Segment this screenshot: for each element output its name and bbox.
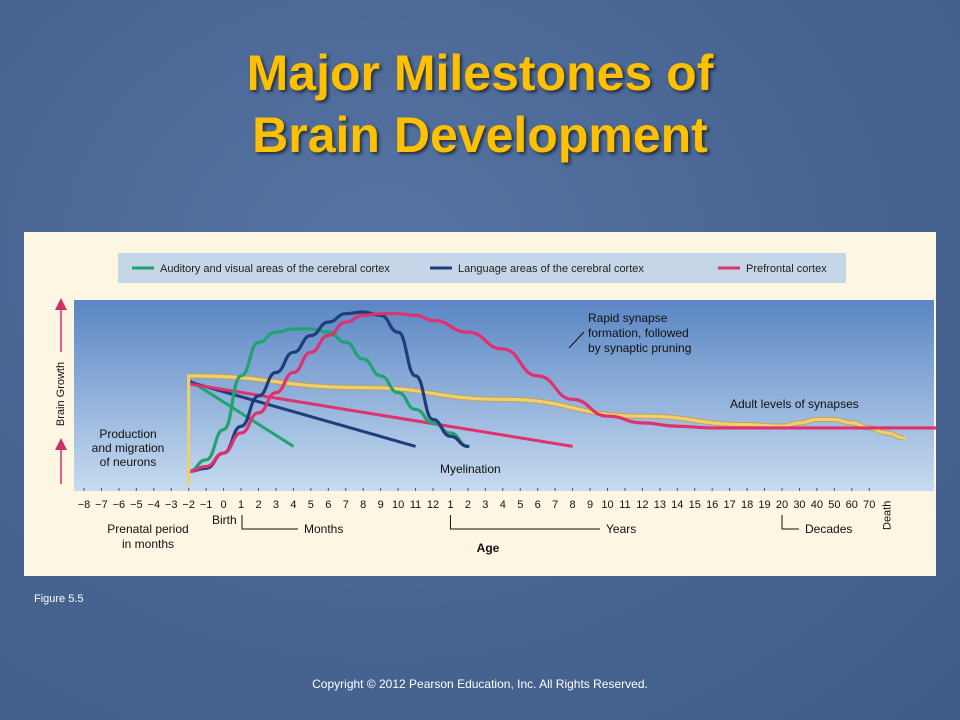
annotation-production-line-3: of neurons (100, 455, 157, 469)
x-tick-label: 16 (706, 499, 718, 511)
birth-label: Birth (212, 513, 237, 527)
series-layer (187, 310, 936, 486)
years-bracket (449, 515, 600, 530)
slide-title: Major Milestones of Brain Development (0, 42, 960, 166)
x-tick-label: 13 (654, 499, 666, 511)
decades-label: Decades (805, 522, 852, 536)
annotation-production-line-1: Production (99, 427, 156, 441)
x-tick-label: 60 (846, 499, 858, 511)
neuron-production-line-1 (187, 378, 295, 448)
x-tick-label: 7 (343, 499, 349, 511)
x-axis-title: Age (477, 541, 500, 555)
x-tick-label: 50 (828, 499, 840, 511)
prenatal-label-line-2: in months (122, 537, 174, 551)
x-tick-label: 10 (392, 499, 404, 511)
x-tick-label: −5 (130, 499, 143, 511)
x-tick-label: 4 (290, 499, 296, 511)
x-tick-label: −3 (165, 499, 178, 511)
annotation-myelination: Myelination (440, 462, 501, 476)
series-language-areas-of-the-cerebral-cortex (187, 310, 470, 474)
annotation-synapse-line-3: by synaptic pruning (588, 341, 691, 355)
prenatal-label-line-1: Prenatal period (107, 522, 188, 536)
x-tick-label: 9 (378, 499, 384, 511)
x-tick-label: 9 (587, 499, 593, 511)
x-tick-label: 2 (465, 499, 471, 511)
x-tick-label: −2 (182, 499, 195, 511)
months-label: Months (304, 522, 343, 536)
months-bracket (241, 515, 298, 530)
x-axis: −8 −7 −6 −5 −4 −3 −2 −1 0 1 2 3 4 5 6 7 8 9 10 11 12 1 2 3 4 5 6 7 8… (55, 298, 894, 555)
x-tick-label: 12 (427, 499, 439, 511)
x-tick-label: −6 (113, 499, 126, 511)
annotation-synapse-line-2: formation, followed (588, 326, 689, 340)
x-tick-label: 12 (636, 499, 648, 511)
legend: Auditory and visual areas of the cerebra… (132, 263, 827, 275)
annotation-synapse-line-1: Rapid synapse (588, 311, 668, 325)
copyright-notice: Copyright © 2012 Pearson Education, Inc.… (312, 677, 648, 691)
brain-development-chart: Auditory and visual areas of the cerebra… (55, 253, 936, 555)
annotation-adult-synapses: Adult levels of synapses (730, 397, 859, 411)
x-tick-death: Death (882, 501, 894, 530)
neuron-production-line-2 (188, 380, 416, 448)
x-tick-label: −4 (148, 499, 161, 511)
x-tick-label: 5 (308, 499, 314, 511)
x-tick-label: 8 (360, 499, 366, 511)
figure-label: Figure 5.5 (34, 593, 84, 605)
title-line-2: Brain Development (252, 107, 708, 163)
figure-panel: Auditory and visual areas of the cerebra… (24, 232, 936, 576)
y-axis-title: Brain Growth (55, 362, 67, 426)
x-tick-label: 1 (238, 499, 244, 511)
years-label: Years (606, 522, 636, 536)
x-tick-label: 40 (811, 499, 823, 511)
x-tick-label: −8 (78, 499, 91, 511)
x-tick-label: 17 (724, 499, 736, 511)
x-tick-label: 4 (500, 499, 506, 511)
annotation-production-line-2: and migration (92, 441, 165, 455)
x-tick-label: 8 (570, 499, 576, 511)
x-tick-label: 14 (671, 499, 683, 511)
x-tick-label: 7 (552, 499, 558, 511)
annotation-synapse-pointer (568, 331, 585, 349)
series-auditory-and-visual-areas-of-the-cerebral-cortex (187, 327, 470, 474)
x-tick-label: 30 (793, 499, 805, 511)
x-tick-label: 10 (601, 499, 613, 511)
x-tick-label: 15 (689, 499, 701, 511)
x-tick-label: 18 (741, 499, 753, 511)
legend-label-2: Language areas of the cerebral cortex (458, 263, 644, 275)
series-prefrontal-cortex (187, 312, 936, 474)
x-tick-label: 3 (273, 499, 279, 511)
legend-label-1: Auditory and visual areas of the cerebra… (160, 263, 390, 275)
decades-bracket (781, 515, 799, 530)
x-tick-label: 2 (255, 499, 261, 511)
neuron-production-line-3 (188, 382, 573, 448)
x-tick-label: −1 (200, 499, 213, 511)
x-tick-label: 19 (758, 499, 770, 511)
x-tick-label: 6 (325, 499, 331, 511)
x-tick-label: 1 (447, 499, 453, 511)
x-tick-label: 0 (221, 499, 227, 511)
legend-label-3: Prefrontal cortex (746, 263, 827, 275)
x-tick-label: 5 (517, 499, 523, 511)
x-tick-label: 11 (410, 499, 421, 511)
x-tick-label: −7 (95, 499, 108, 511)
x-tick-label: 11 (619, 499, 630, 511)
x-tick-label: 20 (776, 499, 788, 511)
x-tick-label: 6 (535, 499, 541, 511)
x-tick-label: 3 (482, 499, 488, 511)
title-line-1: Major Milestones of (246, 45, 714, 101)
x-tick-label: 70 (863, 499, 875, 511)
